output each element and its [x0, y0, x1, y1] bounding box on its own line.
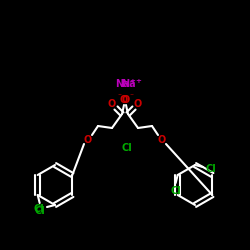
Text: +: + [129, 78, 135, 84]
Text: Cl: Cl [34, 206, 45, 216]
Text: Na: Na [121, 79, 135, 89]
Text: Na: Na [115, 79, 129, 89]
Text: O: O [158, 135, 166, 145]
Text: +: + [135, 78, 141, 84]
Text: O: O [84, 135, 92, 145]
Text: O: O [120, 95, 128, 105]
Text: Cl: Cl [122, 143, 132, 153]
Text: Cl: Cl [206, 164, 216, 174]
Text: Cl: Cl [34, 204, 44, 214]
Text: ⁻: ⁻ [117, 92, 121, 100]
Text: ⁻: ⁻ [129, 92, 133, 100]
Text: O: O [122, 95, 130, 105]
Text: O: O [134, 99, 142, 109]
Text: O: O [108, 99, 116, 109]
Text: Cl: Cl [170, 186, 181, 196]
